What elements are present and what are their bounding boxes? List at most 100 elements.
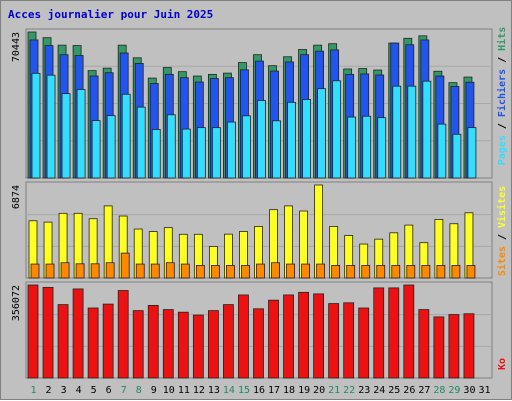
sites-bar bbox=[436, 265, 446, 279]
pages-bar bbox=[211, 127, 221, 179]
pages-bar bbox=[166, 114, 176, 179]
legend-separator: / bbox=[497, 51, 508, 69]
x-tick-label: 6 bbox=[106, 385, 112, 396]
ko-bar bbox=[162, 309, 174, 379]
ko-bar bbox=[132, 310, 144, 379]
ko-bar bbox=[268, 299, 279, 379]
pages-bar bbox=[377, 117, 387, 179]
pages-bar bbox=[437, 123, 447, 179]
ko-bar bbox=[238, 294, 249, 379]
ko-bar bbox=[117, 290, 129, 379]
sites-bar bbox=[421, 265, 431, 279]
x-tick-label: 17 bbox=[268, 385, 280, 396]
x-tick-label: 24 bbox=[373, 385, 385, 396]
x-tick-label: 21 bbox=[328, 385, 340, 396]
pages-bar bbox=[61, 93, 71, 179]
legend-item-sites: Sites bbox=[496, 246, 508, 276]
ko-bar bbox=[403, 284, 415, 379]
ko-bar bbox=[57, 304, 69, 379]
ko-bar bbox=[388, 287, 400, 379]
x-tick-label: 13 bbox=[208, 385, 220, 396]
pages-bar bbox=[287, 101, 296, 179]
x-tick-label: 4 bbox=[76, 385, 82, 396]
sites-bar bbox=[90, 263, 100, 279]
ko-bar bbox=[313, 293, 325, 379]
pages-bar bbox=[362, 115, 372, 179]
pages-bar bbox=[91, 120, 101, 179]
x-tick-label: 2 bbox=[46, 385, 52, 396]
x-tick-label: 11 bbox=[178, 385, 190, 396]
ko-bar bbox=[343, 302, 355, 379]
ko-bar bbox=[192, 314, 204, 379]
legend-label: Pages / Fichiers / Hits bbox=[496, 27, 508, 166]
ko-bar bbox=[358, 307, 370, 379]
x-tick-label: 1 bbox=[31, 385, 37, 396]
pages-bar bbox=[121, 93, 131, 179]
x-tick-label: 7 bbox=[121, 385, 127, 396]
sites-bar bbox=[241, 265, 250, 279]
sites-bar bbox=[316, 263, 326, 279]
sites-bar bbox=[210, 265, 220, 279]
pages-bar bbox=[407, 85, 417, 179]
sites-bar bbox=[150, 263, 160, 279]
sites-bar bbox=[135, 263, 145, 279]
sites-bar bbox=[165, 262, 175, 279]
ko-bar bbox=[328, 303, 340, 379]
x-tick-label: 29 bbox=[448, 385, 460, 396]
sites-bar bbox=[30, 263, 40, 279]
pages-bar bbox=[46, 74, 56, 179]
ko-bar bbox=[42, 286, 54, 379]
sites-bar bbox=[45, 263, 55, 279]
sites-bar bbox=[466, 265, 476, 279]
pages-bar bbox=[392, 85, 402, 179]
legend-item-ko: Ko bbox=[497, 358, 508, 370]
ko-bar bbox=[27, 284, 39, 379]
pages-bar bbox=[317, 88, 327, 179]
sites-bar bbox=[376, 265, 386, 279]
ko-bar bbox=[433, 316, 445, 379]
sites-bar bbox=[286, 263, 295, 279]
ko-bar bbox=[177, 311, 189, 379]
x-tick-label: 25 bbox=[388, 385, 400, 396]
legend-item-visites: Visites bbox=[496, 186, 508, 228]
sites-bar bbox=[451, 265, 461, 279]
pages-bar bbox=[136, 106, 146, 179]
sites-bar bbox=[406, 265, 416, 279]
sites-bar bbox=[301, 263, 310, 279]
y-max-label: 70443 bbox=[11, 32, 22, 62]
x-tick-label: 28 bbox=[433, 385, 445, 396]
x-tick-label: 15 bbox=[238, 385, 250, 396]
x-tick-label: 9 bbox=[151, 385, 157, 396]
pages-bar bbox=[76, 89, 86, 179]
sites-bar bbox=[346, 265, 356, 279]
pages-bar bbox=[31, 72, 41, 179]
x-tick-label: 5 bbox=[91, 385, 97, 396]
ko-bar bbox=[463, 313, 475, 379]
sites-bar bbox=[75, 263, 85, 279]
x-tick-label: 22 bbox=[343, 385, 355, 396]
pages-bar bbox=[242, 115, 251, 179]
pages-bar bbox=[332, 80, 342, 179]
pages-bar bbox=[227, 121, 236, 179]
x-tick-label: 18 bbox=[283, 385, 295, 396]
sites-bar bbox=[331, 265, 341, 279]
x-tick-label: 8 bbox=[136, 385, 142, 396]
pages-bar bbox=[106, 115, 116, 179]
ko-bar bbox=[283, 294, 294, 379]
x-tick-label: 19 bbox=[298, 385, 310, 396]
x-tick-label: 20 bbox=[313, 385, 325, 396]
x-tick-label: 30 bbox=[463, 385, 475, 396]
x-tick-label: 31 bbox=[478, 385, 490, 396]
legend-label: Sites / Visites bbox=[496, 186, 508, 276]
ko-bar bbox=[72, 288, 84, 379]
y-max-label: 6874 bbox=[11, 185, 22, 209]
sites-bar bbox=[195, 265, 205, 279]
pages-bar bbox=[196, 127, 206, 179]
x-tick-label: 14 bbox=[223, 385, 235, 396]
x-tick-label: 16 bbox=[253, 385, 265, 396]
legend-item-pages: Pages bbox=[497, 135, 508, 165]
ko-bar bbox=[448, 314, 460, 379]
sites-bar bbox=[271, 262, 280, 279]
